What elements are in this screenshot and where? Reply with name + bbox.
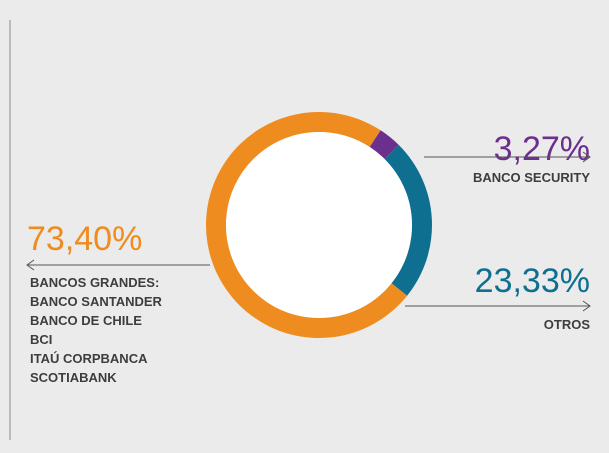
arrow-head	[582, 300, 591, 312]
member-label: ITAÚ CORPBANCA	[30, 351, 148, 366]
donut-segment	[384, 144, 432, 296]
member-label: BCI	[30, 332, 52, 347]
donut-segment	[369, 130, 399, 159]
value-label: 23,33%	[475, 262, 590, 300]
category-label: BANCOS GRANDES:	[30, 275, 159, 290]
member-label: SCOTIABANK	[30, 370, 117, 385]
donut-hole	[226, 132, 412, 318]
category-label: OTROS	[544, 317, 591, 332]
member-label: BANCO DE CHILE	[30, 313, 142, 328]
arrow-head	[26, 259, 35, 271]
value-label: 73,40%	[27, 220, 142, 258]
category-label: BANCO SECURITY	[473, 170, 590, 185]
value-label: 3,27%	[494, 130, 590, 168]
member-label: BANCO SANTANDER	[30, 294, 163, 309]
arrow-head	[582, 151, 591, 163]
